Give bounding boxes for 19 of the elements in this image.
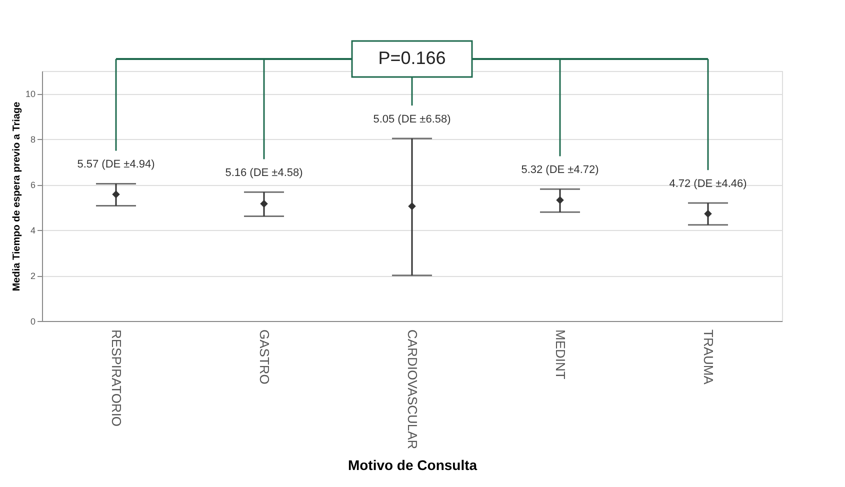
x-tick-label: CARDIOVASCULAR [405,330,420,450]
y-tick-label: 6 [30,180,36,190]
y-axis-title: Media Tiempo de espera previo a Triage [11,101,22,292]
x-axis-title: Motivo de Consulta [348,457,478,474]
annotation: 4.72 (DE ±4.46) [669,178,747,190]
x-tick-label: MEDINT [553,330,568,380]
annotation: 5.32 (DE ±4.72) [521,164,599,176]
y-tick-label: 0 [30,316,36,326]
y-tick-label: 2 [30,271,36,282]
y-tick-label: 4 [30,226,36,236]
annotation: 5.16 (DE ±4.58) [225,167,303,180]
annotation: 5.05 (DE ±6.58) [373,114,451,126]
text: P=0.166 [378,48,446,68]
y-tick-label: 10 [25,89,36,100]
x-tick-label: TRAUMA [701,330,716,385]
x-tick-label: RESPIRATORIO [109,330,124,427]
x-tick-label: GASTRO [257,330,272,384]
annotation: 5.57 (DE ±4.94) [77,158,155,171]
y-tick-label: 8 [30,134,36,145]
